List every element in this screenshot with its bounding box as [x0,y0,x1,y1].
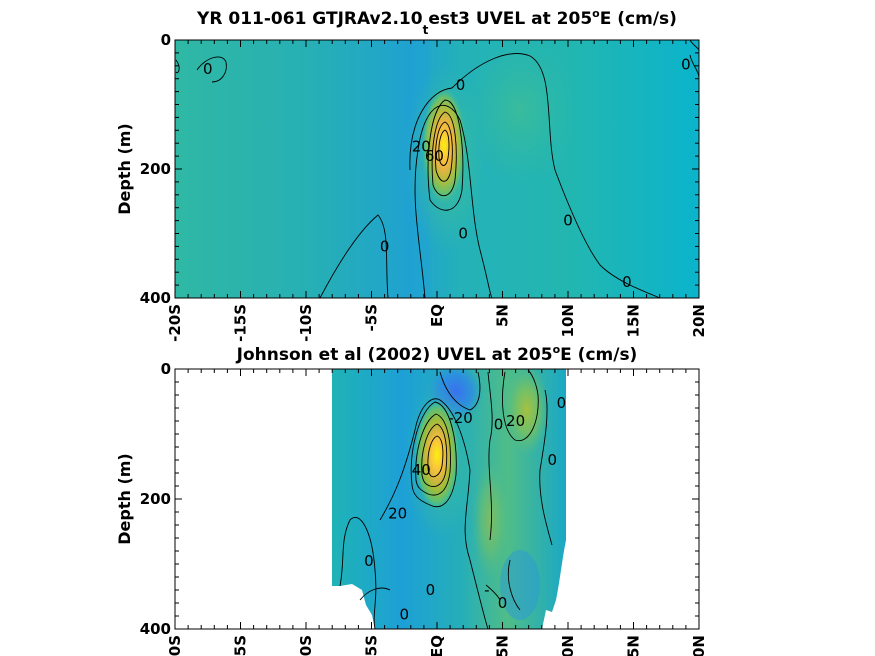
contour-label: 0 [203,60,213,78]
x-tick-label: -5S [363,635,381,656]
contour-label: 60 [425,147,444,165]
x-tick-label: -20S [166,635,184,656]
x-tick-label: -20S [166,304,184,342]
contour-label: 0 [622,273,632,291]
chart-title-top: YR 011-061 GTJRAv2.10test3 UVEL at 205oE… [196,7,677,37]
contour-label: 20 [506,412,525,430]
y-axis-label-top: Depth (m) [115,123,134,215]
y-tick-label: 400 [140,620,171,638]
x-tick-label: 20N [690,304,708,337]
contour-label: 20 [412,137,431,155]
y-tick-label: 400 [140,289,171,307]
x-tick-label: 5N [494,635,512,656]
x-tick-label: 5N [494,304,512,327]
contour-label: 0 [557,394,567,412]
x-tick-label: -15S [232,635,250,656]
contour-label: 0 [498,594,508,612]
contour-label: 0 [494,415,504,433]
x-tick-label: EQ [428,635,446,656]
heatmap-top [175,40,699,298]
chart-title-bottom: Johnson et al (2002) UVEL at 205oE (cm/s… [236,343,638,365]
contour-label: - [484,581,489,599]
x-tick-label: -10S [297,635,315,656]
x-tick-label: 20N [690,635,708,656]
x-ticks-bottom: -20S -15S -10S -5S EQ 5N 10N 15N 20N [166,369,708,656]
y-tick-label: 0 [161,31,171,49]
contour-label: 0 [399,606,409,624]
contour-label: 0 [681,56,691,74]
contour-label: 0 [456,76,466,94]
x-ticks-top: -20S -15S -10S -5S EQ 5N 10N 15N 20N [166,40,708,342]
x-tick-label: 10N [559,304,577,337]
contour-label: 0 [458,225,468,243]
y-tick-label: 0 [161,360,171,378]
y-tick-label: 200 [140,160,171,178]
x-tick-label: -5S [363,304,381,331]
y-tick-label: 200 [140,490,171,508]
y-axis-label-bottom: Depth (m) [115,453,134,545]
contour-label: 0 [380,237,390,255]
contour-label: 40 [412,461,431,479]
x-tick-label: -15S [232,304,250,342]
x-tick-label: -10S [297,304,315,342]
x-tick-label: 15N [625,635,643,656]
x-tick-label: 15N [625,304,643,337]
heatmap-bottom [332,369,566,629]
contour-label: 20 [388,504,407,522]
x-tick-label: 10N [559,635,577,656]
contour-label: 0 [426,581,436,599]
contour-label: 0 [563,212,573,230]
x-tick-label: EQ [428,304,446,327]
contour-label: 0 [548,451,558,469]
contour-label: 0 [364,552,374,570]
contour-label: -20 [448,409,473,427]
